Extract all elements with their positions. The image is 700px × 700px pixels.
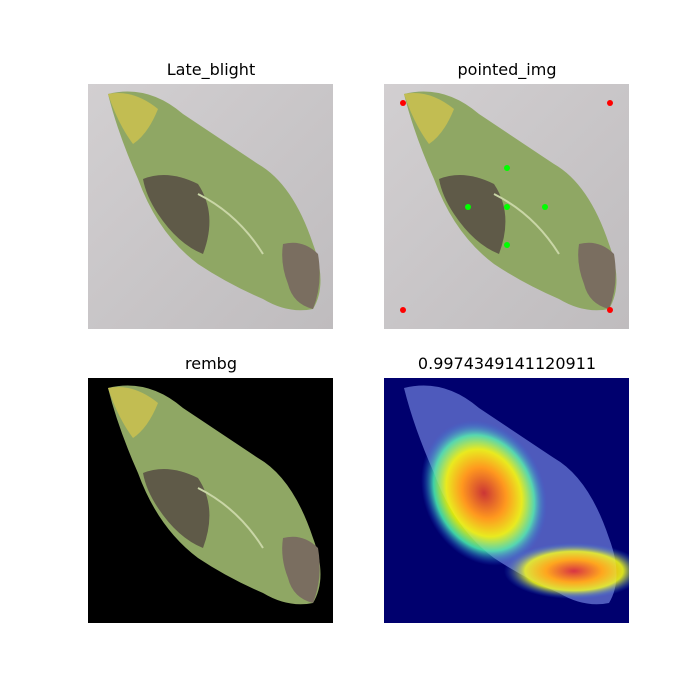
positive-point xyxy=(504,204,510,210)
positive-point xyxy=(465,204,471,210)
positive-point xyxy=(542,204,548,210)
panel-title-rembg: rembg xyxy=(185,354,237,373)
positive-point xyxy=(504,242,510,248)
negative-point xyxy=(607,307,613,313)
leaf-image-original xyxy=(88,84,333,329)
panel-title-pointed: pointed_img xyxy=(457,60,557,79)
panel-title-score: 0.9974349141120911 xyxy=(417,354,597,373)
leaf-image-pointed xyxy=(384,84,629,329)
leaf-shape xyxy=(108,91,321,311)
negative-point xyxy=(400,100,406,106)
leaf-image-rembg xyxy=(88,378,333,623)
heatmap-image xyxy=(384,378,629,623)
panel-title-original: Late_blight xyxy=(166,60,256,79)
positive-point xyxy=(504,165,510,171)
negative-point xyxy=(607,100,613,106)
negative-point xyxy=(400,307,406,313)
